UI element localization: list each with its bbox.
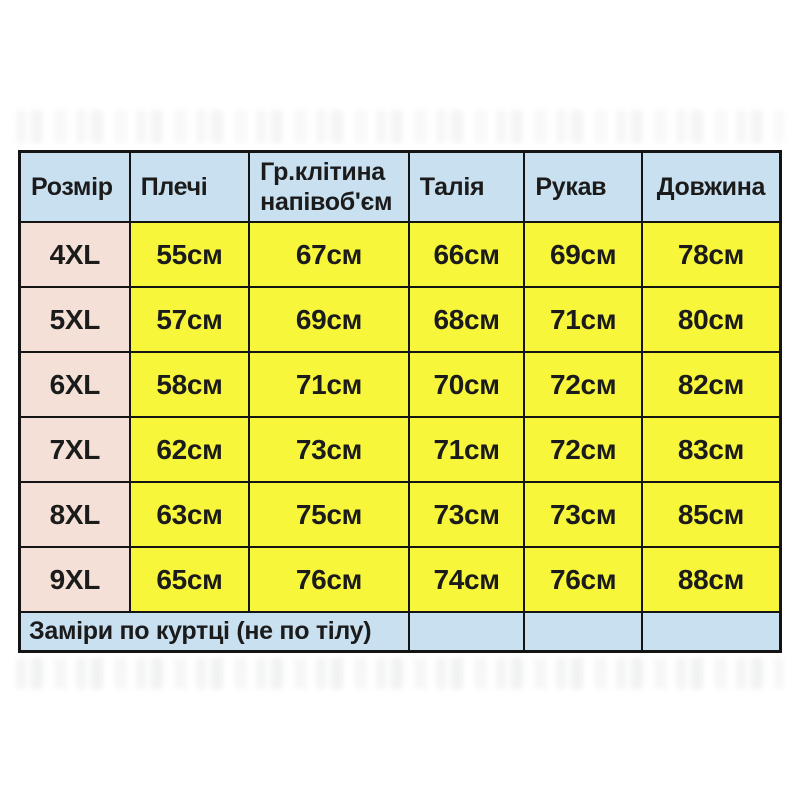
value-cell: 73см (525, 483, 641, 546)
value-cell: 67см (250, 223, 408, 286)
footer-empty-cell (409, 613, 524, 650)
value-cell: 73см (409, 483, 524, 546)
value-cell: 78см (642, 223, 779, 286)
footer-note: Заміри по куртці (не по тілу) (21, 613, 408, 650)
value-cell: 72см (525, 353, 641, 416)
footer-empty-cell (642, 613, 779, 650)
header-length: Довжина (642, 153, 779, 221)
size-cell: 9XL (21, 548, 129, 611)
size-cell: 8XL (21, 483, 129, 546)
value-cell: 55см (130, 223, 249, 286)
value-cell: 73см (250, 418, 408, 481)
value-cell: 71см (409, 418, 524, 481)
value-cell: 65см (130, 548, 249, 611)
header-sleeve: Рукав (525, 153, 641, 221)
header-shoulders: Плечі (130, 153, 249, 221)
value-cell: 63см (130, 483, 249, 546)
value-cell: 69см (250, 288, 408, 351)
size-cell: 5XL (21, 288, 129, 351)
header-size: Розмір (21, 153, 129, 221)
value-cell: 62см (130, 418, 249, 481)
value-cell: 74см (409, 548, 524, 611)
value-cell: 57см (130, 288, 249, 351)
value-cell: 75см (250, 483, 408, 546)
value-cell: 69см (525, 223, 641, 286)
artifact-band-bottom (16, 658, 784, 689)
value-cell: 82см (642, 353, 779, 416)
size-chart-table: Розмір Плечі Гр.клітина напівоб'єм Талія… (18, 150, 782, 653)
value-cell: 72см (525, 418, 641, 481)
header-waist: Талія (409, 153, 524, 221)
value-cell: 68см (409, 288, 524, 351)
value-cell: 88см (642, 548, 779, 611)
value-cell: 66см (409, 223, 524, 286)
header-chest: Гр.клітина напівоб'єм (250, 153, 408, 221)
value-cell: 76см (250, 548, 408, 611)
value-cell: 70см (409, 353, 524, 416)
value-cell: 80см (642, 288, 779, 351)
value-cell: 85см (642, 483, 779, 546)
artifact-band-top (16, 110, 784, 143)
size-cell: 7XL (21, 418, 129, 481)
value-cell: 76см (525, 548, 641, 611)
value-cell: 58см (130, 353, 249, 416)
value-cell: 83см (642, 418, 779, 481)
size-cell: 4XL (21, 223, 129, 286)
size-cell: 6XL (21, 353, 129, 416)
value-cell: 71см (525, 288, 641, 351)
footer-empty-cell (525, 613, 641, 650)
value-cell: 71см (250, 353, 408, 416)
